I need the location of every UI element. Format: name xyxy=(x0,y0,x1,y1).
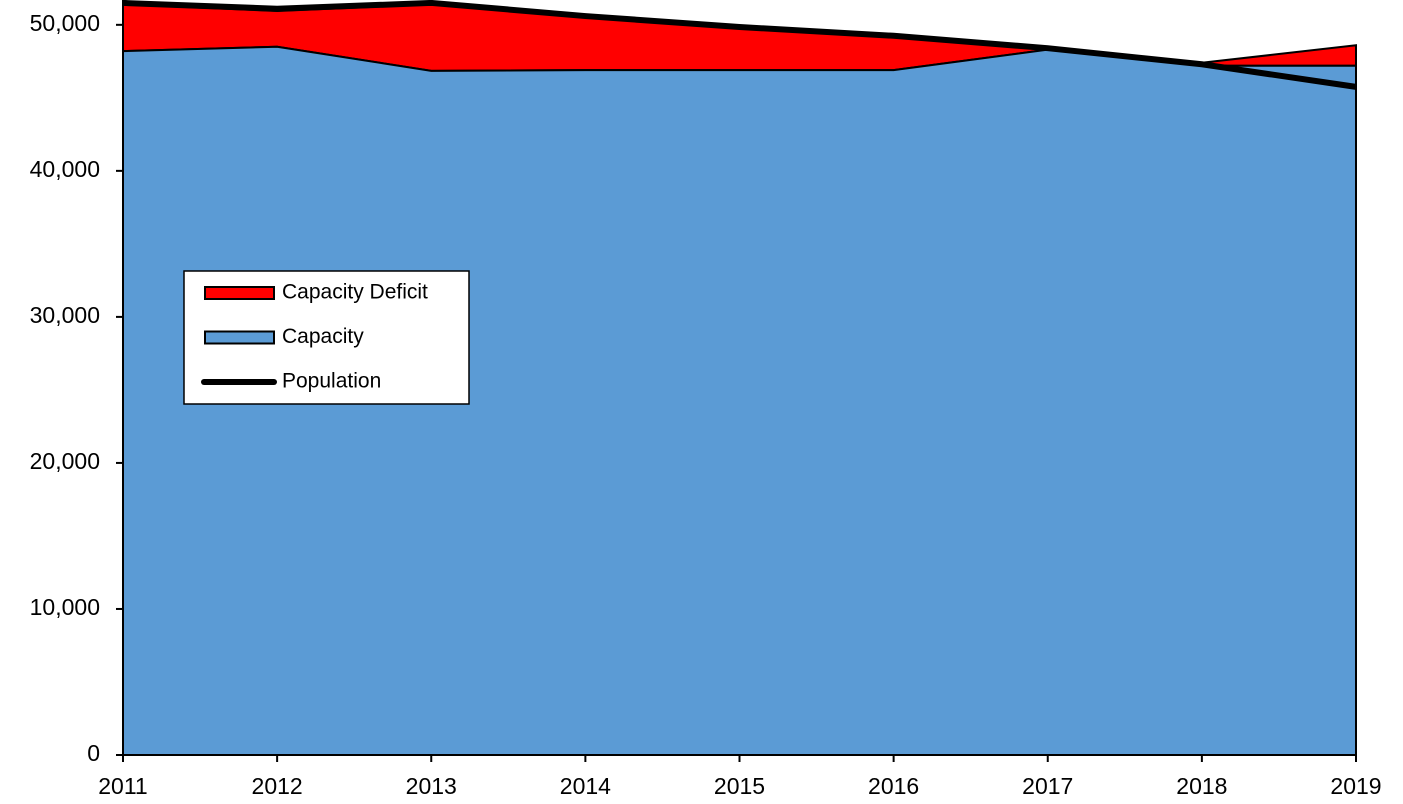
y-tick-label: 40,000 xyxy=(30,156,100,182)
x-tick-label: 2018 xyxy=(1176,773,1227,799)
x-tick-label: 2014 xyxy=(560,773,611,799)
legend-label: Population xyxy=(282,370,381,393)
legend: Capacity Deficit Capacity Population xyxy=(183,270,470,405)
x-tick-label: 2012 xyxy=(252,773,303,799)
x-tick-label: 2017 xyxy=(1022,773,1073,799)
x-tick-label: 2013 xyxy=(406,773,457,799)
x-tick-label: 2016 xyxy=(868,773,919,799)
y-tick-label: 20,000 xyxy=(30,448,100,474)
legend-swatch xyxy=(204,286,275,300)
y-tick-label: 30,000 xyxy=(30,302,100,328)
x-tick-label: 2015 xyxy=(714,773,765,799)
legend-swatch xyxy=(204,330,275,345)
legend-label: Capacity Deficit xyxy=(282,281,428,304)
x-tick-label: 2019 xyxy=(1330,773,1381,799)
x-tick-label: 2011 xyxy=(98,773,147,799)
y-tick-label: 0 xyxy=(87,740,100,766)
y-tick-label: 50,000 xyxy=(30,10,100,36)
legend-label: Capacity xyxy=(282,325,364,348)
line xyxy=(122,0,1357,90)
y-tick-label: 10,000 xyxy=(30,594,100,620)
